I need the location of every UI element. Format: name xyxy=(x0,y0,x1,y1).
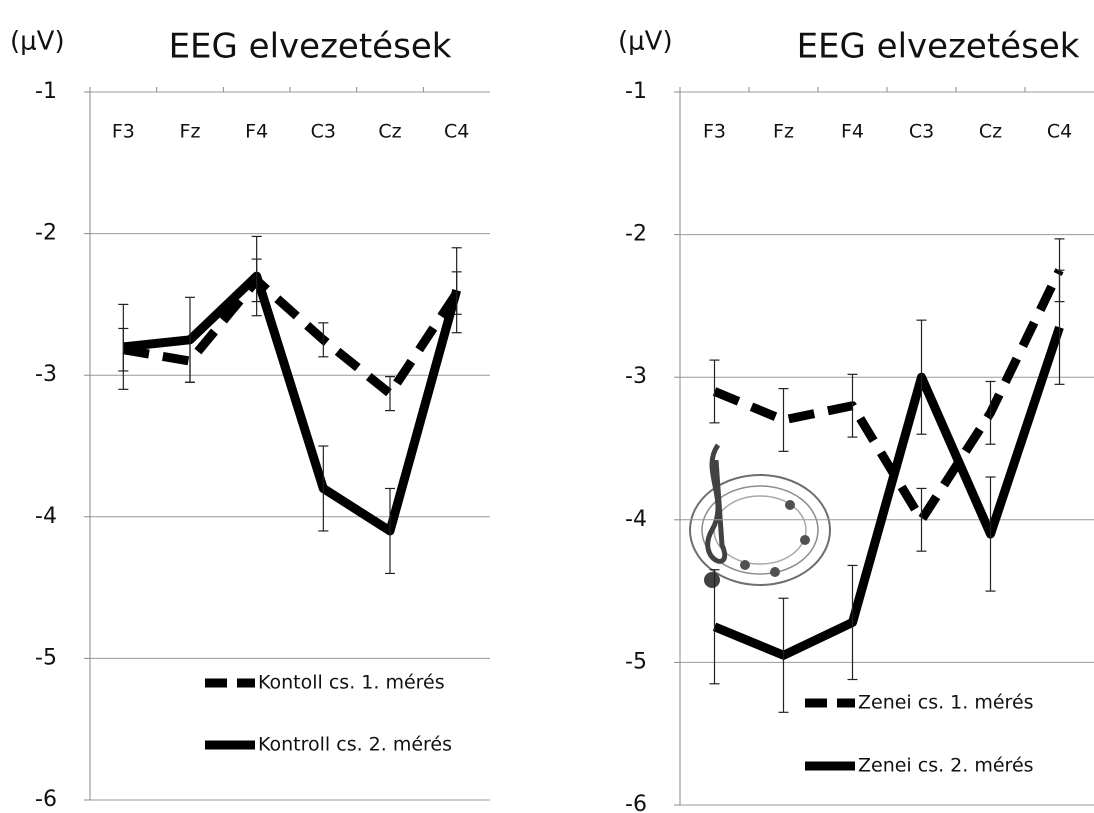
x-tick-label: F3 xyxy=(703,121,726,143)
x-tick-label: C3 xyxy=(311,121,336,143)
page: EEG elvezetések (μV) -6 -5 -4 -3 -2 -1 F3 Fz F4 C3 C… xyxy=(0,0,1094,813)
x-tick-label: Fz xyxy=(180,121,201,143)
y-tick-label: -5 xyxy=(35,645,57,670)
legend-label: Kontroll cs. 2. mérés xyxy=(258,734,452,756)
y-tick-label: -4 xyxy=(625,507,647,532)
chart: EEG elvezetések (μV) -6 -5 -4 -3 -2 -1 F3 Fz F4 C3 C… xyxy=(10,27,490,813)
chart-title: EEG elvezetések xyxy=(797,27,1080,67)
x-tick-label: Cz xyxy=(979,121,1002,143)
y-tick-label: -6 xyxy=(625,792,647,813)
x-tick-label: Fz xyxy=(773,121,794,143)
legend-label: Kontoll cs. 1. mérés xyxy=(258,672,445,694)
unit-label: (μV) xyxy=(618,27,673,57)
chart: EEG elvezetések (μV) -6 -5 -4 -3 -2 -1 F3 Fz F4 C3 C… xyxy=(618,27,1094,813)
x-tick-label: C3 xyxy=(909,121,934,143)
y-tick-label: -2 xyxy=(625,222,647,247)
chart-title: EEG elvezetések xyxy=(169,27,452,67)
music-decoration xyxy=(690,445,830,588)
y-tick-label: -3 xyxy=(35,362,57,387)
legend-label: Zenei cs. 1. mérés xyxy=(858,692,1034,714)
y-tick-label: -2 xyxy=(35,221,57,246)
x-tick-label: C4 xyxy=(444,121,469,143)
x-tick-label: F4 xyxy=(841,121,864,143)
y-tick-label: -3 xyxy=(625,364,647,389)
legend-label: Zenei cs. 2. mérés xyxy=(858,755,1034,777)
x-tick-label: F4 xyxy=(245,121,268,143)
x-tick-label: C4 xyxy=(1047,121,1072,143)
y-tick-label: -4 xyxy=(35,504,57,529)
y-tick-label: -1 xyxy=(35,79,57,104)
y-tick-label: -6 xyxy=(35,787,57,812)
y-tick-label: -1 xyxy=(625,79,647,104)
x-tick-label: F3 xyxy=(112,121,135,143)
unit-label: (μV) xyxy=(10,27,65,57)
x-tick-label: Cz xyxy=(378,121,401,143)
y-tick-label: -5 xyxy=(625,649,647,674)
error-bar xyxy=(779,389,789,452)
